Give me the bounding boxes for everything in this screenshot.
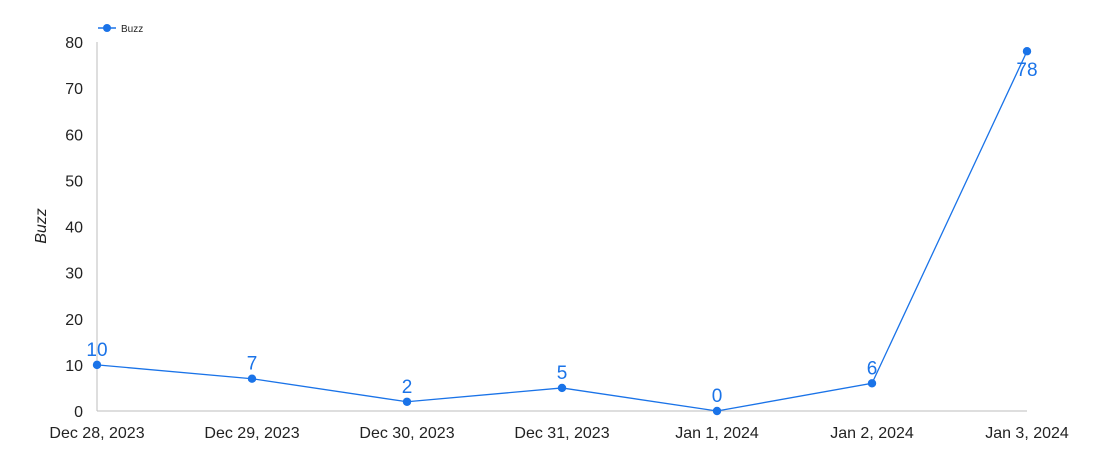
data-point <box>867 379 877 388</box>
x-tick-label: Jan 3, 2024 <box>985 425 1069 442</box>
data-label: 0 <box>712 386 723 407</box>
data-point <box>402 397 412 406</box>
y-tick-label: 0 <box>74 404 83 421</box>
y-tick-label: 30 <box>65 266 83 283</box>
y-tick-label: 10 <box>65 358 83 375</box>
data-label: 2 <box>402 377 413 398</box>
data-label: 5 <box>557 363 568 384</box>
legend: Buzz <box>98 24 143 35</box>
series-buzz <box>96 50 1028 412</box>
x-tick-label: Jan 2, 2024 <box>830 425 914 442</box>
y-tick-label: 50 <box>65 173 83 190</box>
y-tick-label: 20 <box>65 312 83 329</box>
data-label: 7 <box>247 354 258 375</box>
y-tick-label: 60 <box>65 127 83 144</box>
y-tick-label: 80 <box>65 35 83 52</box>
data-label: 6 <box>867 358 878 379</box>
data-point <box>247 374 257 383</box>
data-label: 10 <box>86 340 107 361</box>
y-tick-label: 40 <box>65 220 83 237</box>
data-label: 78 <box>1016 60 1037 81</box>
data-point <box>712 406 722 416</box>
y-tick-label: 70 <box>65 81 83 98</box>
data-labels: 10 7 2 5 0 6 78 <box>86 60 1037 407</box>
data-points <box>92 47 1032 416</box>
y-axis-title: Buzz <box>33 208 50 244</box>
x-tick-label: Dec 31, 2023 <box>514 425 609 442</box>
x-tick-labels: Dec 28, 2023 Dec 29, 2023 Dec 30, 2023 Dec … <box>49 425 1069 442</box>
data-point <box>92 360 102 370</box>
y-tick-labels: 0 10 20 30 40 50 60 70 80 <box>65 35 83 421</box>
data-point <box>557 383 567 393</box>
legend-marker <box>103 24 111 32</box>
data-point <box>1022 47 1032 56</box>
x-tick-label: Dec 30, 2023 <box>359 425 454 442</box>
x-tick-label: Dec 28, 2023 <box>49 425 144 442</box>
legend-label: Buzz <box>121 24 143 35</box>
series-line-buzz <box>96 50 1028 412</box>
x-tick-label: Jan 1, 2024 <box>675 425 759 442</box>
x-tick-label: Dec 29, 2023 <box>204 425 299 442</box>
